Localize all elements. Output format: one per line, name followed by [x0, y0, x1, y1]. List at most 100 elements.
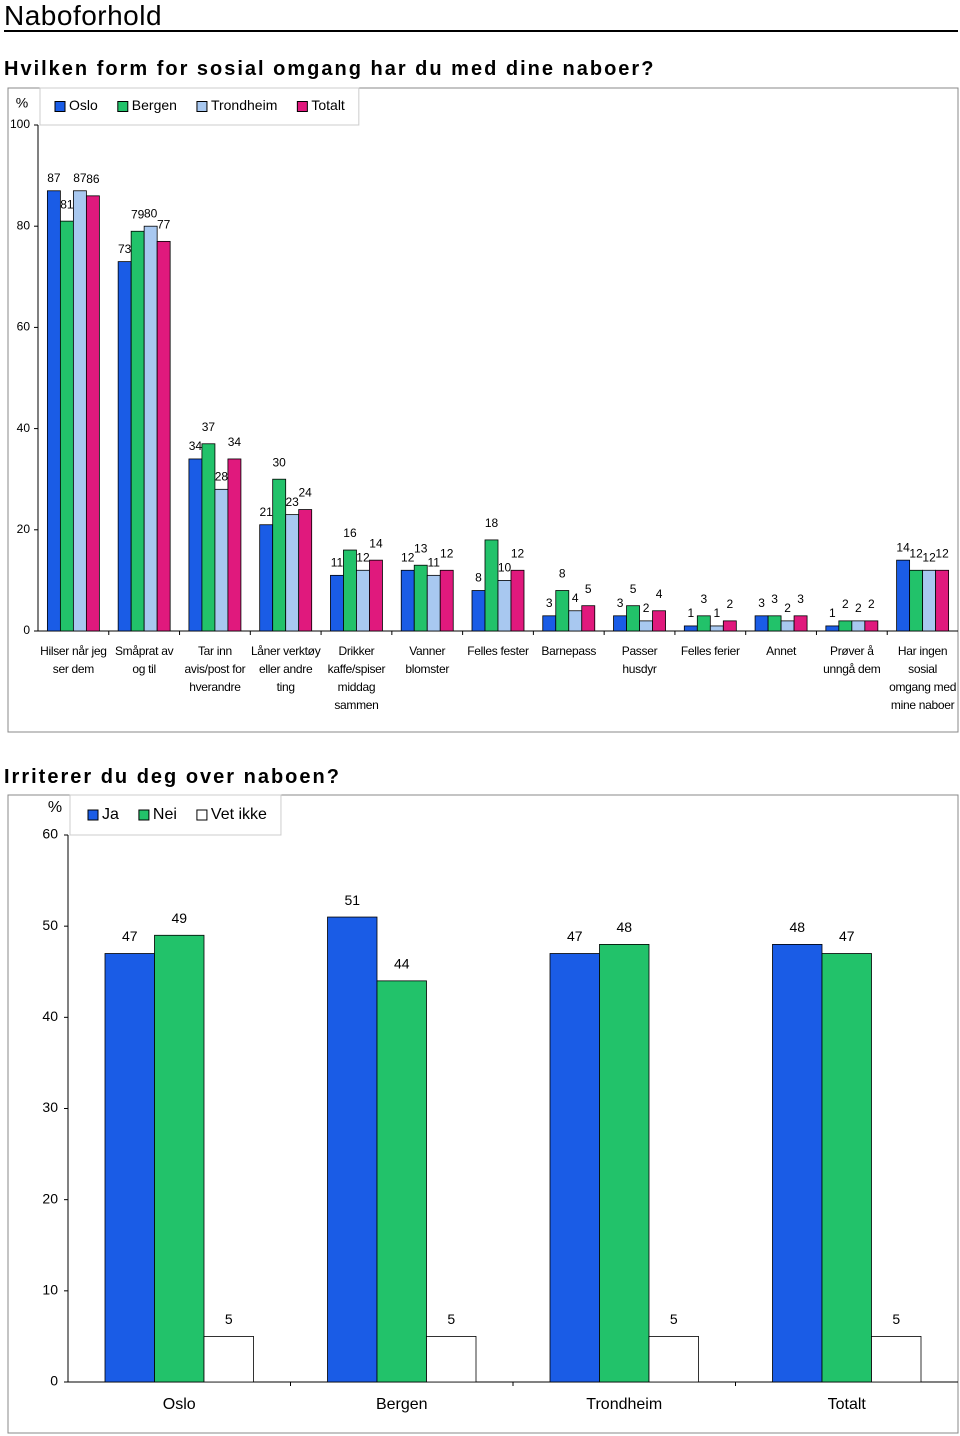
y-tick-label: 60	[42, 826, 58, 842]
data-label: 47	[839, 928, 855, 944]
data-label: 37	[202, 420, 216, 434]
y-tick-label: 20	[42, 1190, 58, 1206]
bar	[59, 220, 74, 632]
data-label: 3	[617, 596, 624, 610]
bar	[104, 953, 155, 1383]
data-label: 16	[343, 526, 357, 540]
y-tick-label: 100	[10, 117, 30, 131]
data-label: 11	[427, 556, 440, 570]
data-label: 24	[299, 486, 313, 500]
legend-swatch	[54, 101, 66, 112]
page-title: Naboforhold	[4, 0, 163, 31]
legend-swatch	[196, 809, 208, 821]
bar	[484, 539, 499, 632]
data-label: 81	[60, 197, 74, 211]
x-tick-label: Vanner blomster	[405, 644, 450, 676]
x-tick-label: Annet	[766, 644, 796, 658]
bar	[46, 190, 61, 632]
data-label: 28	[215, 469, 229, 483]
legend-label: Trondheim	[211, 97, 277, 113]
data-label: 12	[356, 550, 370, 564]
data-label: 44	[394, 956, 410, 972]
data-label: 48	[789, 919, 805, 935]
bar	[188, 458, 203, 632]
data-label: 14	[369, 536, 383, 550]
bar	[709, 625, 724, 632]
x-tick-label: Hilser når jeg ser dem	[40, 644, 107, 676]
bar	[696, 615, 711, 632]
bar	[780, 620, 795, 632]
data-label: 51	[344, 892, 360, 908]
bar	[683, 625, 698, 632]
data-label: 3	[771, 592, 778, 606]
bar	[376, 980, 427, 1383]
bar	[935, 569, 950, 632]
data-label: 2	[643, 601, 650, 615]
bar	[227, 458, 242, 632]
bar	[413, 564, 428, 632]
x-tick-label: Passer husdyr	[621, 644, 658, 676]
bar	[549, 953, 600, 1383]
data-label: 5	[225, 1311, 233, 1327]
bar	[581, 605, 596, 632]
bar	[821, 953, 872, 1383]
data-label: 5	[447, 1311, 455, 1327]
bar	[909, 569, 924, 632]
x-tick-label: Har ingen sosial omgang med mine naboer	[889, 644, 957, 712]
data-label: 1	[713, 606, 720, 620]
bar	[426, 574, 441, 632]
data-label: 1	[687, 606, 694, 620]
data-label: 8	[475, 571, 482, 585]
bar	[85, 195, 100, 632]
chart-frame	[7, 794, 959, 1434]
data-label: 47	[122, 928, 138, 944]
bar	[285, 514, 300, 632]
bar	[439, 569, 454, 632]
bar	[400, 569, 415, 632]
data-label: 1	[829, 606, 836, 620]
data-label: 49	[171, 910, 187, 926]
y-tick-label: 60	[17, 320, 31, 334]
legend-box	[39, 87, 360, 126]
data-label: 12	[401, 550, 415, 564]
bar	[426, 1336, 477, 1383]
data-label: 12	[922, 550, 936, 564]
data-label: 5	[630, 582, 637, 596]
data-label: 87	[73, 171, 87, 185]
data-label: 34	[228, 435, 242, 449]
data-label: 3	[700, 592, 707, 606]
bar	[825, 625, 840, 632]
data-label: 2	[726, 597, 733, 611]
x-tick-label: Barnepass	[541, 644, 597, 658]
x-tick-label: Oslo	[163, 1396, 196, 1413]
bar	[298, 509, 313, 632]
x-tick-label: Felles fester	[467, 644, 529, 658]
bar	[613, 615, 627, 632]
legend-swatch	[196, 101, 208, 112]
data-label: 48	[616, 919, 632, 935]
legend-label: Vet ikke	[211, 806, 267, 823]
data-label: 79	[131, 207, 145, 221]
bar	[871, 1336, 922, 1383]
bar	[648, 1336, 699, 1383]
y-tick-label: 0	[50, 1373, 58, 1389]
legend-box	[69, 794, 282, 836]
bar	[143, 225, 158, 632]
data-label: 5	[892, 1311, 900, 1327]
data-label: 5	[585, 582, 592, 596]
bar	[327, 916, 378, 1383]
legend-label: Oslo	[69, 97, 98, 113]
data-label: 30	[273, 455, 287, 469]
y-tick-label: 40	[42, 1008, 58, 1024]
x-tick-label: Tar inn avis/post for hverandre	[184, 644, 246, 694]
x-tick-label: Bergen	[376, 1396, 428, 1413]
data-label: 12	[935, 546, 949, 560]
bar	[154, 934, 205, 1383]
data-label: 4	[656, 587, 663, 601]
chart-frame	[7, 87, 959, 733]
data-label: 12	[440, 546, 454, 560]
data-label: 12	[511, 546, 525, 560]
bar	[754, 615, 769, 632]
y-tick-label: 10	[42, 1282, 58, 1298]
